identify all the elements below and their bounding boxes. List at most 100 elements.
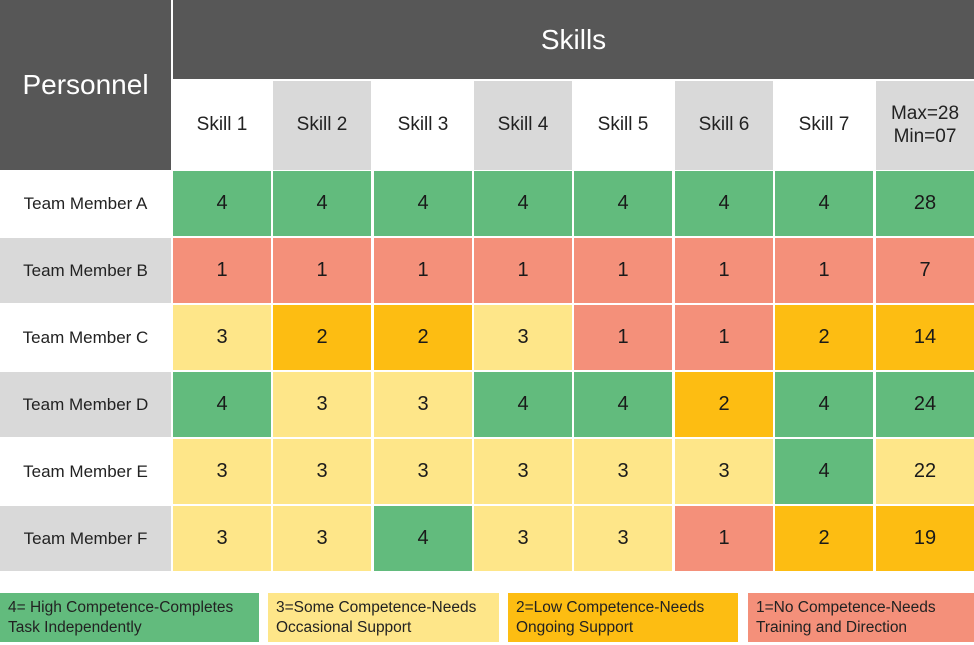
score-cell-text: 3 — [216, 460, 228, 482]
score-cell: 1 — [574, 305, 672, 370]
score-cell: 2 — [775, 305, 873, 370]
column-header-8-text: Max=28 Min=07 — [890, 102, 960, 147]
legend-item-text: 3=Some Competence-Needs Occasional Suppo… — [276, 598, 477, 636]
total-cell: 28 — [876, 171, 974, 236]
score-cell: 4 — [173, 171, 271, 236]
legend-item-level-1: 1=No Competence-Needs Training and Direc… — [748, 593, 974, 642]
score-cell: 3 — [675, 439, 773, 504]
score-cell: 1 — [173, 238, 271, 303]
score-cell: 1 — [374, 238, 472, 303]
score-cell: 1 — [775, 238, 873, 303]
score-cell-text: 3 — [417, 393, 429, 415]
score-cell: 3 — [173, 439, 271, 504]
total-cell-text: 14 — [913, 326, 937, 348]
column-header-3-text: Skill 3 — [397, 114, 449, 136]
row-label-3-text: Team Member C — [22, 327, 149, 347]
column-header-1-text: Skill 1 — [196, 114, 248, 136]
score-cell-text: 4 — [718, 192, 730, 214]
score-cell: 2 — [273, 305, 371, 370]
score-cell-text: 2 — [316, 326, 328, 348]
score-cell-text: 4 — [517, 393, 529, 415]
total-cell-text: 19 — [913, 527, 937, 549]
score-cell: 1 — [675, 238, 773, 303]
total-cell-text: 24 — [913, 393, 937, 415]
score-cell: 4 — [574, 372, 672, 437]
skills-header: Skills — [173, 0, 974, 79]
column-header-3: Skill 3 — [374, 81, 472, 170]
score-cell-text: 3 — [216, 326, 228, 348]
score-cell-text: 3 — [417, 460, 429, 482]
row-label-2-text: Team Member B — [23, 260, 148, 280]
total-cell: 7 — [876, 238, 974, 303]
score-cell-text: 1 — [718, 326, 730, 348]
score-cell-text: 1 — [316, 259, 328, 281]
score-cell-text: 4 — [617, 393, 629, 415]
row-label-1-text: Team Member A — [23, 193, 148, 213]
score-cell: 1 — [574, 238, 672, 303]
score-cell: 4 — [273, 171, 371, 236]
score-cell: 3 — [474, 305, 572, 370]
score-cell: 4 — [775, 372, 873, 437]
column-header-7-text: Skill 7 — [798, 114, 850, 136]
legend-item-text: 2=Low Competence-Needs Ongoing Support — [516, 598, 705, 636]
total-cell-text: 28 — [913, 192, 937, 214]
score-cell: 3 — [273, 439, 371, 504]
score-cell: 4 — [374, 171, 472, 236]
score-cell-text: 3 — [517, 460, 529, 482]
score-cell-text: 2 — [417, 326, 429, 348]
score-cell-text: 3 — [718, 460, 730, 482]
total-cell: 24 — [876, 372, 974, 437]
score-cell: 1 — [273, 238, 371, 303]
column-header-2: Skill 2 — [273, 81, 371, 170]
score-cell-text: 2 — [818, 527, 830, 549]
score-cell: 3 — [173, 305, 271, 370]
score-cell-text: 4 — [617, 192, 629, 214]
score-cell: 4 — [775, 171, 873, 236]
score-cell-text: 4 — [216, 192, 228, 214]
column-header-6: Skill 6 — [675, 81, 773, 170]
score-cell: 3 — [374, 439, 472, 504]
score-cell: 3 — [474, 506, 572, 571]
score-cell-text: 4 — [818, 192, 830, 214]
score-cell-text: 3 — [517, 326, 529, 348]
score-cell: 1 — [474, 238, 572, 303]
personnel-header: Personnel — [0, 0, 171, 170]
row-label-3: Team Member C — [0, 305, 171, 370]
legend-item-level-4: 4= High Competence-Completes Task Indepe… — [0, 593, 259, 642]
score-cell-text: 4 — [316, 192, 328, 214]
column-header-4: Skill 4 — [474, 81, 572, 170]
score-cell-text: 3 — [617, 460, 629, 482]
score-cell-text: 1 — [818, 259, 830, 281]
score-cell: 3 — [173, 506, 271, 571]
column-header-5-text: Skill 5 — [597, 114, 649, 136]
score-cell-text: 1 — [216, 259, 228, 281]
score-cell-text: 1 — [718, 527, 730, 549]
legend-item-level-2: 2=Low Competence-Needs Ongoing Support — [508, 593, 738, 642]
score-cell-text: 3 — [216, 527, 228, 549]
score-cell: 4 — [374, 506, 472, 571]
score-cell-text: 2 — [818, 326, 830, 348]
score-cell-text: 1 — [718, 259, 730, 281]
score-cell-text: 4 — [517, 192, 529, 214]
skills-header-label: Skills — [540, 23, 607, 55]
score-cell-text: 3 — [316, 527, 328, 549]
total-cell: 14 — [876, 305, 974, 370]
row-label-6: Team Member F — [0, 506, 171, 571]
column-header-7: Skill 7 — [775, 81, 873, 170]
row-label-5: Team Member E — [0, 439, 171, 504]
row-label-6-text: Team Member F — [23, 528, 148, 548]
score-cell: 4 — [574, 171, 672, 236]
legend-item-text: 1=No Competence-Needs Training and Direc… — [756, 598, 936, 636]
column-header-6-text: Skill 6 — [698, 114, 750, 136]
score-cell: 4 — [675, 171, 773, 236]
score-cell: 2 — [775, 506, 873, 571]
legend-item-text: 4= High Competence-Completes Task Indepe… — [8, 598, 234, 636]
score-cell: 2 — [675, 372, 773, 437]
score-cell: 4 — [775, 439, 873, 504]
column-header-2-text: Skill 2 — [296, 114, 348, 136]
score-cell: 1 — [675, 305, 773, 370]
score-cell: 3 — [374, 372, 472, 437]
row-label-4-text: Team Member D — [22, 394, 149, 414]
score-cell: 3 — [574, 439, 672, 504]
legend-item-level-3: 3=Some Competence-Needs Occasional Suppo… — [268, 593, 499, 642]
